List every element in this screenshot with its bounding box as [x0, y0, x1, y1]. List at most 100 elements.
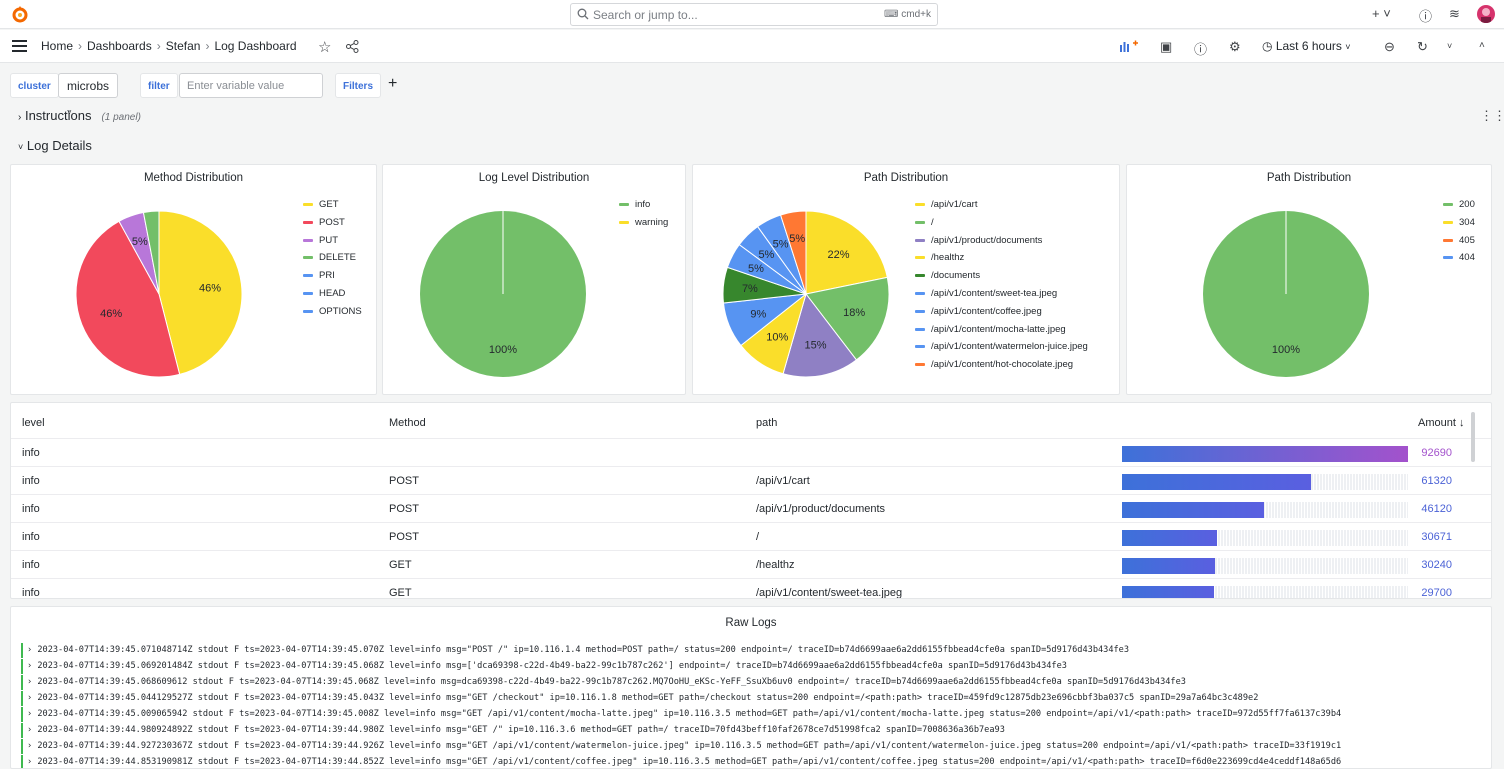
add-filter-button[interactable]: + — [388, 75, 398, 92]
cell-method: GET — [389, 559, 412, 571]
column-header-level[interactable]: level — [22, 417, 45, 429]
avatar[interactable] — [1477, 5, 1495, 23]
drag-handle-icon[interactable]: ⋮⋮ — [1480, 108, 1504, 123]
cell-level: info — [22, 447, 40, 459]
legend-item[interactable]: OPTIONS — [303, 306, 362, 317]
time-picker[interactable]: ◷ Last 6 hours ˅ — [1262, 39, 1350, 53]
legend-item[interactable]: /api/v1/content/sweet-tea.jpeg — [915, 288, 1057, 299]
new-menu-button[interactable]: + ˅ — [1372, 6, 1391, 21]
breadcrumb-folder[interactable]: Stefan — [165, 39, 201, 53]
legend-item[interactable]: 405 — [1443, 235, 1475, 246]
legend-item[interactable]: info — [619, 199, 650, 210]
menu-icon[interactable] — [12, 40, 27, 55]
legend-item[interactable]: 304 — [1443, 217, 1475, 228]
table-row[interactable]: info GET/api/v1/content/sweet-tea.jpeg 297… — [11, 578, 1491, 598]
legend-item[interactable]: /api/v1/content/coffee.jpeg — [915, 306, 1042, 317]
pie-slice-api-v1-product-documents[interactable] — [782, 292, 858, 378]
table-row[interactable]: info POST/api/v1/cart 61320 — [11, 466, 1491, 494]
cluster-select[interactable]: microbs ˅ — [58, 73, 119, 117]
save-icon[interactable]: ▣ — [1160, 39, 1173, 54]
row-instructions[interactable]: › Instructions (1 panel) — [18, 108, 141, 123]
filters-button[interactable]: Filters — [335, 73, 382, 98]
panel-raw-logs[interactable]: Raw Logs › 2023-04-07T14:39:45.071048714… — [10, 606, 1492, 769]
legend-item[interactable]: /api/v1/cart — [915, 199, 977, 210]
log-line[interactable]: › 2023-04-07T14:39:44.927230367Z stdout … — [21, 739, 1491, 754]
row-log-details[interactable]: ˅ Log Details — [18, 138, 92, 153]
breadcrumb-dashboards[interactable]: Dashboards — [87, 39, 152, 53]
legend-swatch — [915, 327, 925, 331]
legend-item[interactable]: /api/v1/product/documents — [915, 235, 1042, 246]
grafana-logo-icon[interactable] — [11, 5, 29, 23]
refresh-interval-chevron-icon[interactable]: ˅ — [1447, 41, 1453, 51]
legend-item[interactable]: PUT — [303, 235, 338, 246]
legend-swatch — [303, 202, 313, 206]
panel-method-distribution[interactable]: Method Distribution 46% 46% 5% GET POST PUT D… — [10, 164, 377, 395]
pie-slice-get[interactable] — [158, 210, 243, 376]
pie-slice-api-v1-content-hot-chocolate-jpeg[interactable] — [779, 210, 807, 295]
legend-item[interactable]: / — [915, 217, 934, 228]
table-row[interactable]: info 92690 — [11, 438, 1491, 466]
amount-gauge-fill — [1122, 558, 1216, 574]
log-line[interactable]: › 2023-04-07T14:39:45.069201484Z stdout … — [21, 659, 1491, 674]
legend-item[interactable]: PRI — [303, 270, 335, 281]
legend-item[interactable]: 200 — [1443, 199, 1475, 210]
amount-gauge-fill — [1122, 502, 1265, 518]
table-scrollbar[interactable] — [1471, 412, 1475, 462]
panel-log-level-distribution[interactable]: Log Level Distribution 100% info warning — [382, 164, 686, 395]
amount-gauge — [1122, 446, 1408, 462]
legend-item[interactable]: DELETE — [303, 252, 356, 263]
collapse-icon[interactable]: ˄ — [1479, 40, 1485, 51]
rss-icon[interactable]: ≋ — [1449, 6, 1460, 21]
pie-slice-[interactable] — [805, 276, 890, 361]
column-header-amount[interactable]: Amount ↓ — [1418, 417, 1464, 429]
refresh-icon[interactable]: ↻ — [1417, 39, 1428, 54]
table-row[interactable]: info GET/healthz 30240 — [11, 550, 1491, 578]
legend-label: 404 — [1459, 252, 1475, 264]
log-line[interactable]: › 2023-04-07T14:39:45.009065942 stdout F… — [21, 707, 1491, 722]
info-icon[interactable]: ⓘ — [1194, 42, 1208, 57]
legend-item[interactable]: GET — [303, 199, 339, 210]
pie-slice-post[interactable] — [75, 220, 181, 378]
table-row[interactable]: info POST / 30671 — [11, 522, 1491, 550]
cell-amount: 92690 — [1421, 447, 1452, 459]
zoom-out-icon[interactable]: ⊖ — [1384, 39, 1395, 54]
legend-item[interactable]: HEAD — [303, 288, 345, 299]
legend-item[interactable]: /api/v1/content/mocha-latte.jpeg — [915, 324, 1066, 335]
chevron-down-icon: ˅ — [1345, 42, 1351, 52]
legend-item[interactable]: /api/v1/content/hot-chocolate.jpeg — [915, 359, 1073, 370]
legend-swatch — [619, 202, 629, 206]
table-row[interactable]: info POST/api/v1/product/documents 46120 — [11, 494, 1491, 522]
panel-path-distribution[interactable]: Path Distribution 22% 18% 15% 10% 9% 7% 5% 5% 5%… — [692, 164, 1120, 395]
share-icon[interactable] — [346, 40, 359, 53]
pie-slice-api-v1-cart[interactable] — [805, 210, 888, 295]
star-icon[interactable]: ☆ — [318, 39, 332, 56]
search-input[interactable]: Search or jump to... ⌨ cmd+k — [570, 3, 938, 26]
legend-item[interactable]: warning — [619, 217, 668, 228]
column-header-path[interactable]: path — [756, 417, 778, 429]
help-icon[interactable]: ⓘ — [1419, 9, 1433, 24]
log-line[interactable]: › 2023-04-07T14:39:44.853190981Z stdout … — [21, 755, 1491, 768]
search-shortcut: ⌨ cmd+k — [884, 9, 931, 20]
legend-item[interactable]: 404 — [1443, 252, 1475, 263]
add-panel-icon[interactable] — [1120, 40, 1138, 52]
legend-label: 405 — [1459, 234, 1475, 246]
legend-swatch — [915, 274, 925, 278]
panel-status-distribution[interactable]: Path Distribution 100% 200 304 405 404 — [1126, 164, 1492, 395]
breadcrumb-home[interactable]: Home — [41, 39, 74, 53]
legend-item[interactable]: /api/v1/content/watermelon-juice.jpeg — [915, 341, 1088, 352]
legend-item[interactable]: POST — [303, 217, 345, 228]
legend-label: / — [931, 216, 934, 228]
gear-icon[interactable]: ⚙ — [1229, 39, 1241, 54]
log-line[interactable]: › 2023-04-07T14:39:44.980924892Z stdout … — [21, 723, 1491, 738]
log-line[interactable]: › 2023-04-07T14:39:45.044129527Z stdout … — [21, 691, 1491, 706]
legend-item[interactable]: /healthz — [915, 252, 964, 263]
breadcrumb-current: Log Dashboard — [214, 39, 297, 53]
panel-log-table[interactable]: level Method path Amount ↓ info 92690 info… — [10, 402, 1492, 599]
log-line[interactable]: › 2023-04-07T14:39:45.071048714Z stdout … — [21, 643, 1491, 658]
legend-item[interactable]: /documents — [915, 270, 980, 281]
filter-input[interactable]: Enter variable value — [179, 73, 323, 98]
pie-slice-delete[interactable] — [142, 210, 160, 295]
column-header-method[interactable]: Method — [389, 417, 426, 429]
legend-label: PUT — [319, 234, 338, 246]
log-line[interactable]: › 2023-04-07T14:39:45.068609612 stdout F… — [21, 675, 1491, 690]
